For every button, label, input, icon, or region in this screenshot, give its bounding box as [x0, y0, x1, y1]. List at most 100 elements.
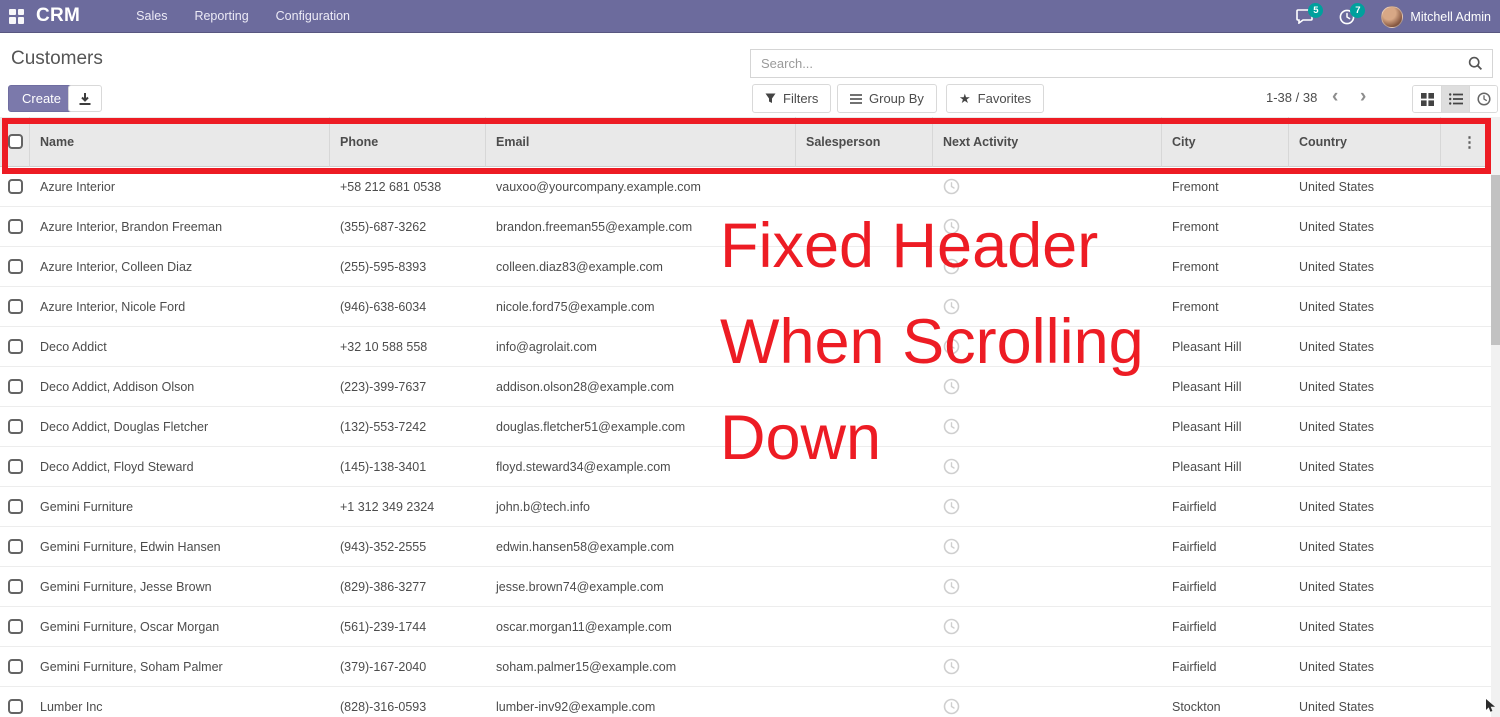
- cell-next-activity[interactable]: [933, 207, 1162, 247]
- cell-city[interactable]: Stockton: [1162, 687, 1289, 717]
- cell-name[interactable]: Azure Interior, Nicole Ford: [30, 287, 330, 327]
- cell-city[interactable]: Fremont: [1162, 167, 1289, 207]
- cell-city[interactable]: Fairfield: [1162, 527, 1289, 567]
- cell-name[interactable]: Gemini Furniture, Edwin Hansen: [30, 527, 330, 567]
- cell-next-activity[interactable]: [933, 487, 1162, 527]
- cell-country[interactable]: United States: [1289, 207, 1441, 247]
- row-checkbox[interactable]: [8, 259, 23, 275]
- more-columns-icon[interactable]: ⋮: [1462, 133, 1477, 151]
- cell-next-activity[interactable]: [933, 687, 1162, 717]
- cell-next-activity[interactable]: [933, 607, 1162, 647]
- cell-email[interactable]: douglas.fletcher51@example.com: [486, 407, 796, 447]
- next-activity-clock-icon[interactable]: [943, 498, 1152, 515]
- apps-grid-icon[interactable]: [9, 8, 24, 24]
- row-checkbox[interactable]: [8, 619, 23, 635]
- vertical-scrollbar[interactable]: [1491, 117, 1500, 717]
- row-checkbox[interactable]: [8, 299, 23, 315]
- cell-salesperson[interactable]: [796, 487, 933, 527]
- activity-view-button[interactable]: [1469, 86, 1497, 112]
- cell-email[interactable]: oscar.morgan11@example.com: [486, 607, 796, 647]
- cell-salesperson[interactable]: [796, 367, 933, 407]
- nav-item-reporting[interactable]: Reporting: [194, 9, 249, 23]
- cell-salesperson[interactable]: [796, 567, 933, 607]
- cell-next-activity[interactable]: [933, 327, 1162, 367]
- cell-city[interactable]: Fairfield: [1162, 567, 1289, 607]
- kanban-view-button[interactable]: [1413, 86, 1441, 112]
- table-row[interactable]: Gemini Furniture +1 312 349 2324 john.b@…: [0, 487, 1491, 527]
- row-checkbox[interactable]: [8, 459, 23, 475]
- cell-salesperson[interactable]: [796, 407, 933, 447]
- table-row[interactable]: Deco Addict, Douglas Fletcher (132)-553-…: [0, 407, 1491, 447]
- cell-next-activity[interactable]: [933, 247, 1162, 287]
- row-checkbox[interactable]: [8, 539, 23, 555]
- cell-phone[interactable]: (223)-399-7637: [330, 367, 486, 407]
- cell-country[interactable]: United States: [1289, 287, 1441, 327]
- cell-next-activity[interactable]: [933, 167, 1162, 207]
- cell-country[interactable]: United States: [1289, 167, 1441, 207]
- next-activity-clock-icon[interactable]: [943, 418, 1152, 435]
- app-brand[interactable]: CRM: [36, 5, 81, 26]
- cell-city[interactable]: Fairfield: [1162, 607, 1289, 647]
- cell-country[interactable]: United States: [1289, 687, 1441, 717]
- table-row[interactable]: Deco Addict +32 10 588 558 info@agrolait…: [0, 327, 1491, 367]
- cell-email[interactable]: floyd.steward34@example.com: [486, 447, 796, 487]
- cell-country[interactable]: United States: [1289, 647, 1441, 687]
- cell-next-activity[interactable]: [933, 407, 1162, 447]
- cell-phone[interactable]: (145)-138-3401: [330, 447, 486, 487]
- cell-country[interactable]: United States: [1289, 447, 1441, 487]
- cell-phone[interactable]: (828)-316-0593: [330, 687, 486, 717]
- next-activity-clock-icon[interactable]: [943, 458, 1152, 475]
- column-header-salesperson[interactable]: Salesperson: [796, 117, 933, 167]
- cell-salesperson[interactable]: [796, 527, 933, 567]
- cell-salesperson[interactable]: [796, 687, 933, 717]
- cell-email[interactable]: nicole.ford75@example.com: [486, 287, 796, 327]
- cell-salesperson[interactable]: [796, 167, 933, 207]
- table-row[interactable]: Azure Interior +58 212 681 0538 vauxoo@y…: [0, 167, 1491, 207]
- table-row[interactable]: Azure Interior, Brandon Freeman (355)-68…: [0, 207, 1491, 247]
- cell-name[interactable]: Deco Addict, Addison Olson: [30, 367, 330, 407]
- cell-name[interactable]: Azure Interior, Colleen Diaz: [30, 247, 330, 287]
- table-row[interactable]: Gemini Furniture, Oscar Morgan (561)-239…: [0, 607, 1491, 647]
- table-row[interactable]: Gemini Furniture, Jesse Brown (829)-386-…: [0, 567, 1491, 607]
- cell-next-activity[interactable]: [933, 447, 1162, 487]
- cell-name[interactable]: Gemini Furniture, Jesse Brown: [30, 567, 330, 607]
- cell-phone[interactable]: (946)-638-6034: [330, 287, 486, 327]
- cell-name[interactable]: Deco Addict, Floyd Steward: [30, 447, 330, 487]
- user-menu[interactable]: Mitchell Admin: [1381, 5, 1491, 28]
- row-checkbox[interactable]: [8, 179, 23, 195]
- cell-email[interactable]: jesse.brown74@example.com: [486, 567, 796, 607]
- row-checkbox[interactable]: [8, 219, 23, 235]
- cell-email[interactable]: edwin.hansen58@example.com: [486, 527, 796, 567]
- cell-country[interactable]: United States: [1289, 367, 1441, 407]
- search-input[interactable]: [751, 56, 1468, 71]
- table-row[interactable]: Azure Interior, Nicole Ford (946)-638-60…: [0, 287, 1491, 327]
- favorites-button[interactable]: ★ Favorites: [946, 84, 1045, 113]
- column-header-phone[interactable]: Phone: [330, 117, 486, 167]
- cell-city[interactable]: Pleasant Hill: [1162, 407, 1289, 447]
- cell-email[interactable]: soham.palmer15@example.com: [486, 647, 796, 687]
- row-checkbox[interactable]: [8, 379, 23, 395]
- cell-name[interactable]: Gemini Furniture, Oscar Morgan: [30, 607, 330, 647]
- row-checkbox[interactable]: [8, 419, 23, 435]
- column-header-next-activity[interactable]: Next Activity: [933, 117, 1162, 167]
- cell-email[interactable]: brandon.freeman55@example.com: [486, 207, 796, 247]
- table-row[interactable]: Deco Addict, Floyd Steward (145)-138-340…: [0, 447, 1491, 487]
- table-row[interactable]: Lumber Inc (828)-316-0593 lumber-inv92@e…: [0, 687, 1491, 717]
- table-row[interactable]: Gemini Furniture, Edwin Hansen (943)-352…: [0, 527, 1491, 567]
- row-checkbox[interactable]: [8, 339, 23, 355]
- row-checkbox[interactable]: [8, 499, 23, 515]
- cell-email[interactable]: vauxoo@yourcompany.example.com: [486, 167, 796, 207]
- cell-salesperson[interactable]: [796, 327, 933, 367]
- cell-phone[interactable]: (132)-553-7242: [330, 407, 486, 447]
- cell-next-activity[interactable]: [933, 287, 1162, 327]
- cell-name[interactable]: Deco Addict: [30, 327, 330, 367]
- cell-country[interactable]: United States: [1289, 247, 1441, 287]
- next-activity-clock-icon[interactable]: [943, 538, 1152, 555]
- cell-email[interactable]: colleen.diaz83@example.com: [486, 247, 796, 287]
- list-view-button[interactable]: [1441, 86, 1469, 112]
- cell-name[interactable]: Gemini Furniture: [30, 487, 330, 527]
- cell-city[interactable]: Pleasant Hill: [1162, 447, 1289, 487]
- table-row[interactable]: Deco Addict, Addison Olson (223)-399-763…: [0, 367, 1491, 407]
- select-all-checkbox[interactable]: [8, 134, 23, 150]
- scrollbar-thumb[interactable]: [1491, 175, 1500, 345]
